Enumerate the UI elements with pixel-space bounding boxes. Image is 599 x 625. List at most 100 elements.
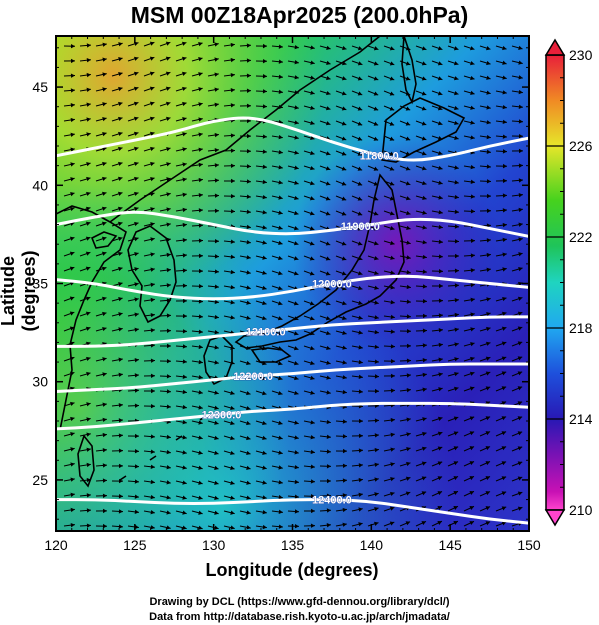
wind-arrow	[223, 390, 235, 396]
wind-arrow	[463, 194, 476, 199]
wind-arrow	[511, 431, 523, 437]
wind-arrow	[351, 270, 363, 276]
wind-arrow	[351, 105, 363, 111]
wind-arrow	[383, 462, 395, 467]
wind-arrow	[431, 75, 443, 81]
wind-arrow	[175, 298, 188, 304]
wind-arrow	[335, 330, 347, 335]
wind-arrow	[239, 465, 251, 470]
wind-arrow	[303, 75, 315, 80]
wind-arrow	[175, 41, 187, 47]
wind-arrow	[63, 356, 75, 362]
wind-arrow	[207, 147, 219, 153]
y-tick-label: 45	[32, 79, 48, 95]
credit-drawing: Drawing by DCL (https://www.gfd-dennou.o…	[149, 596, 450, 608]
wind-arrow	[351, 180, 363, 186]
wind-arrow	[223, 254, 235, 260]
wind-arrow	[511, 45, 523, 50]
wind-arrow	[319, 255, 331, 261]
wind-arrow	[239, 420, 251, 426]
wind-arrow	[399, 240, 411, 245]
wind-arrow	[111, 372, 123, 378]
wind-arrow	[111, 176, 123, 182]
wind-arrow	[303, 120, 315, 126]
wind-arrow	[367, 433, 379, 438]
wind-arrow	[239, 315, 251, 320]
wind-arrow	[223, 300, 235, 305]
wind-arrow	[367, 90, 379, 96]
wind-arrow	[463, 342, 475, 347]
wind-arrow	[255, 450, 267, 455]
wind-arrow	[415, 165, 427, 171]
wind-arrow	[127, 71, 139, 77]
wind-arrow	[351, 389, 364, 394]
wind-arrow	[511, 461, 523, 467]
wind-arrow	[303, 494, 316, 499]
wind-arrow	[127, 449, 140, 454]
wind-arrow	[223, 239, 235, 244]
wind-arrow	[415, 431, 427, 437]
wind-arrow	[111, 327, 123, 332]
wind-arrow	[463, 282, 475, 288]
wind-arrow	[191, 147, 203, 152]
wind-arrow	[303, 330, 315, 336]
wind-arrow	[495, 134, 508, 139]
wind-arrow	[63, 492, 75, 497]
wind-arrow	[319, 449, 332, 454]
wind-arrow	[271, 315, 283, 321]
wind-arrow	[303, 105, 315, 110]
wind-arrow	[111, 146, 123, 152]
wind-arrow	[127, 524, 139, 530]
wind-arrow	[95, 448, 107, 453]
wind-arrow	[447, 224, 460, 229]
wind-arrow	[239, 73, 252, 78]
wind-arrow	[223, 57, 235, 63]
wind-arrow	[479, 521, 491, 527]
wind-arrow	[79, 266, 91, 272]
wind-arrow	[447, 120, 459, 126]
wind-arrow	[159, 343, 172, 349]
wind-arrow	[447, 446, 459, 452]
wind-arrow	[479, 341, 491, 347]
wind-arrow	[79, 311, 91, 317]
wind-arrow	[223, 285, 235, 290]
wind-arrow	[111, 403, 123, 408]
wind-arrow	[287, 240, 299, 246]
wind-arrow	[95, 417, 107, 423]
wind-arrow	[127, 206, 139, 212]
wind-arrow	[111, 101, 123, 107]
wind-arrow	[399, 521, 411, 527]
wind-arrow	[79, 508, 92, 513]
wind-arrow	[399, 255, 411, 260]
wind-arrow	[159, 389, 172, 394]
wind-arrow	[271, 225, 283, 230]
wind-arrow	[159, 374, 172, 379]
wind-arrow	[239, 88, 252, 93]
wind-arrow	[319, 75, 331, 81]
wind-arrow	[159, 267, 171, 273]
wind-arrow	[399, 387, 411, 393]
wind-arrow	[495, 222, 507, 228]
wind-arrow	[431, 135, 443, 141]
wind-arrow	[255, 225, 267, 230]
wind-arrow	[191, 450, 203, 455]
wind-arrow	[399, 447, 411, 452]
wind-arrow	[463, 90, 475, 96]
wind-arrow	[239, 345, 251, 351]
wind-arrow	[447, 45, 459, 51]
wind-arrow	[127, 388, 140, 393]
wind-arrow	[271, 255, 283, 261]
wind-arrow	[383, 477, 395, 482]
wind-arrow	[239, 194, 251, 199]
wind-arrow	[431, 313, 444, 318]
wind-arrow	[415, 210, 427, 215]
wind-arrow	[95, 42, 107, 47]
wind-arrow	[447, 105, 459, 111]
wind-arrow	[479, 45, 491, 51]
wind-arrow	[63, 522, 75, 528]
wind-arrow	[175, 177, 187, 182]
wind-arrow	[95, 146, 107, 152]
wind-arrow	[351, 448, 364, 453]
wind-arrow	[255, 524, 267, 530]
wind-arrow	[207, 208, 220, 214]
